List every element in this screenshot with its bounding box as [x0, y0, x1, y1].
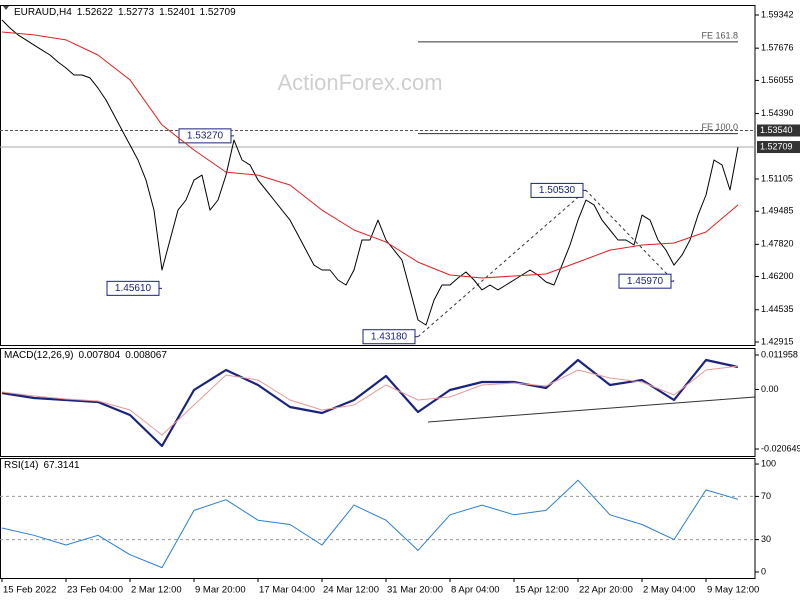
y-tick-label: 0 [761, 566, 766, 576]
title-text: EURAUD,H4 [14, 7, 72, 18]
panel-frame [0, 458, 756, 579]
panel-title: EURAUD,H4 1.52622 1.52773 1.52401 1.52709 [14, 7, 236, 18]
y-tick-label: 1.47820 [761, 239, 794, 249]
y-tick-label: 1.57676 [761, 43, 794, 53]
series-line [1, 365, 739, 436]
x-tick-label: 15 Feb 2022 [3, 585, 56, 596]
y-tick-label: 1.42915 [761, 336, 794, 346]
series-line [1, 479, 739, 569]
panel-frame [0, 348, 756, 457]
header-value: 67.3141 [43, 460, 80, 471]
annotation-box [618, 273, 672, 289]
panel-title: RSI(14) 67.3141 [4, 460, 80, 471]
price-label: 1.53540 [760, 125, 793, 135]
fe-label: FE 100.0 [701, 122, 738, 132]
title-text: MACD(12,26,9) [4, 350, 73, 361]
y-tick-label: 0.011958 [761, 349, 798, 359]
header-value: 1.52773 [118, 7, 155, 18]
y-tick-label: -0.020649 [761, 443, 800, 453]
y-tick-label: 0.00 [761, 384, 779, 394]
y-tick-label: 70 [761, 491, 771, 501]
macd-trendline [427, 396, 756, 423]
annotation-label: 1.53270 [187, 131, 224, 142]
collapse-icon [3, 6, 9, 10]
annotation-label: 1.45610 [115, 283, 152, 294]
price-label-box [757, 141, 800, 154]
annotation-box [178, 128, 232, 144]
x-tick-label: 2 May 04:00 [643, 585, 695, 596]
fe-label: FE 161.8 [701, 30, 738, 40]
y-tick-label: 1.46200 [761, 271, 794, 281]
annotation-label: 1.43180 [371, 331, 408, 342]
price-label-box [757, 124, 800, 137]
x-tick-label: 23 Feb 04:00 [67, 585, 123, 596]
y-tick-label: 100 [761, 458, 776, 468]
x-tick-label: 8 Apr 04:00 [451, 585, 500, 596]
series-line [1, 19, 739, 326]
title-text: RSI(14) [4, 460, 38, 471]
y-tick-label: 1.51105 [761, 173, 793, 183]
panel-title: MACD(12,26,9) 0.007804 0.008067 [4, 350, 167, 361]
watermark: ActionForex.com [277, 70, 442, 95]
series-line [1, 31, 739, 279]
annotation-box [106, 280, 160, 296]
x-tick-label: 31 Mar 20:00 [387, 585, 443, 596]
x-tick-label: 9 Mar 20:00 [195, 585, 246, 596]
y-tick-label: 1.49485 [761, 206, 794, 216]
annotation-box [362, 329, 416, 345]
header-value: 1.52622 [77, 7, 114, 18]
series-line [1, 358, 739, 448]
header-value: 1.52401 [159, 7, 196, 18]
x-tick-label: 9 May 12:00 [707, 585, 759, 596]
x-tick-label: 24 Mar 12:00 [323, 585, 379, 596]
y-tick-label: 1.54390 [761, 108, 794, 118]
x-tick-label: 17 Mar 04:00 [259, 585, 315, 596]
x-tick-label: 22 Apr 20:00 [579, 585, 633, 596]
y-tick-label: 30 [761, 534, 771, 544]
header-value: 1.52709 [200, 7, 237, 18]
y-tick-label: 1.59342 [761, 9, 794, 19]
y-tick-label: 1.56055 [761, 75, 794, 85]
header-value: 0.007804 [78, 350, 120, 361]
y-tick-label: 1.44535 [761, 304, 794, 314]
panel-frame [0, 5, 756, 346]
annotation-label: 1.50530 [539, 185, 576, 196]
x-tick-label: 15 Apr 12:00 [515, 585, 569, 596]
price-label: 1.52709 [760, 141, 793, 151]
annotation-label: 1.45970 [627, 276, 664, 287]
header-value: 0.008067 [125, 350, 167, 361]
x-tick-label: 2 Mar 12:00 [131, 585, 182, 596]
annotation-box [530, 182, 584, 198]
